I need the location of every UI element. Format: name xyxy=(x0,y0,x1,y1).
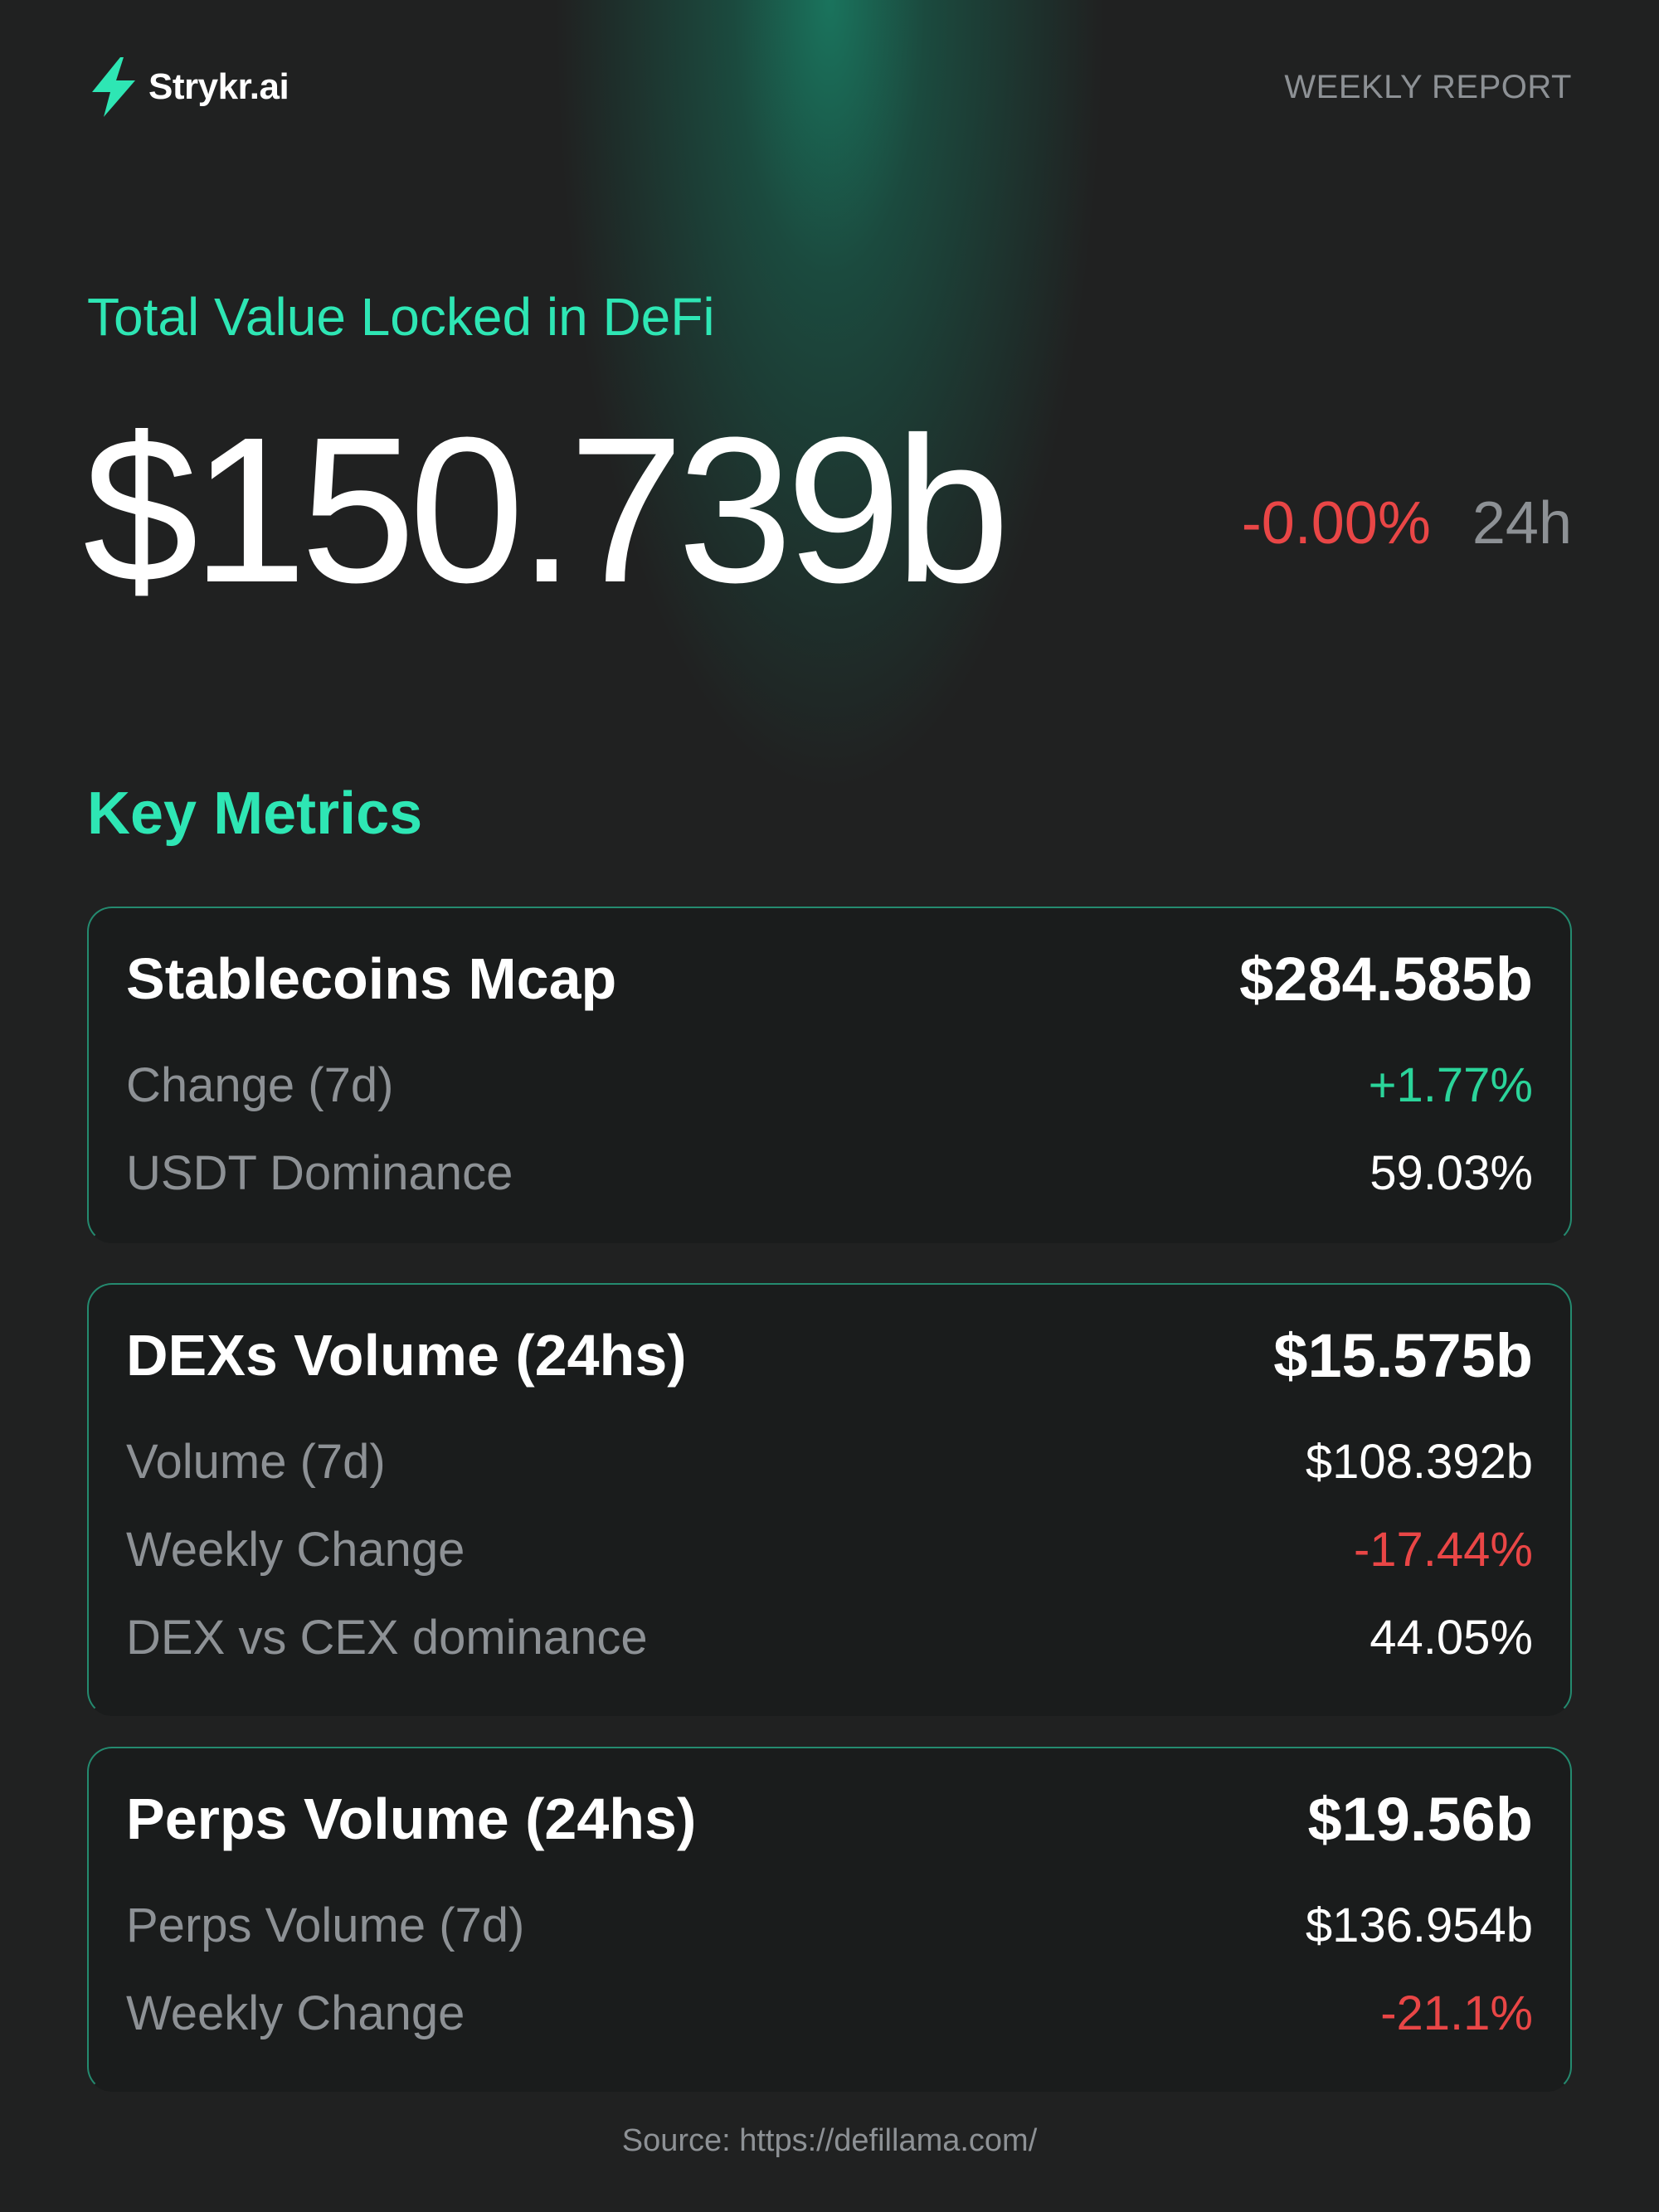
stablecoins-card: Stablecoins Mcap $284.585b Change (7d) +… xyxy=(87,907,1572,1243)
tvl-change: -0.00% 24h xyxy=(1242,489,1572,557)
metric-value: -21.1% xyxy=(1380,1986,1533,2040)
tvl-change-period: 24h xyxy=(1472,490,1572,557)
metric-value: $108.392b xyxy=(1305,1434,1533,1489)
tvl-value: $150.739b xyxy=(83,394,1010,625)
brand: Strykr.ai xyxy=(87,56,289,119)
metric-label: Volume (7d) xyxy=(126,1434,386,1489)
dex-volume-card: DEXs Volume (24hs) $15.575b Volume (7d) … xyxy=(87,1283,1572,1716)
metric-row: Weekly Change -21.1% xyxy=(126,1969,1533,2057)
tvl-change-percent: -0.00% xyxy=(1241,490,1431,557)
metric-label: Weekly Change xyxy=(126,1986,465,2040)
metric-label: Perps Volume (7d) xyxy=(126,1898,525,1952)
metric-value: +1.77% xyxy=(1368,1057,1533,1112)
metric-value: 44.05% xyxy=(1370,1610,1533,1665)
metric-label: USDT Dominance xyxy=(126,1145,513,1200)
report-label: WEEKLY REPORT xyxy=(1284,68,1572,105)
card-title: DEXs Volume (24hs) xyxy=(126,1323,687,1388)
lightning-bolt-icon xyxy=(92,57,135,117)
card-title: Stablecoins Mcap xyxy=(126,946,617,1011)
metric-row: Perps Volume (7d) $136.954b xyxy=(126,1881,1533,1969)
card-value: $284.585b xyxy=(1239,944,1533,1014)
metric-label: Weekly Change xyxy=(126,1522,465,1577)
metric-row: Weekly Change -17.44% xyxy=(126,1505,1533,1593)
tvl-title: Total Value Locked in DeFi xyxy=(87,287,715,347)
key-metrics-title: Key Metrics xyxy=(87,780,423,847)
metric-value: $136.954b xyxy=(1305,1898,1533,1952)
metric-value: 59.03% xyxy=(1370,1145,1533,1200)
metric-row: USDT Dominance 59.03% xyxy=(126,1129,1533,1217)
metric-row: Change (7d) +1.77% xyxy=(126,1041,1533,1129)
header: Strykr.ai WEEKLY REPORT xyxy=(87,50,1572,124)
metric-row: DEX vs CEX dominance 44.05% xyxy=(126,1593,1533,1681)
metric-row: Volume (7d) $108.392b xyxy=(126,1417,1533,1505)
card-title: Perps Volume (24hs) xyxy=(126,1787,697,1851)
metric-label: DEX vs CEX dominance xyxy=(126,1610,648,1665)
card-value: $15.575b xyxy=(1273,1320,1533,1390)
source-link[interactable]: Source: https://defillama.com/ xyxy=(621,2123,1038,2158)
card-value: $19.56b xyxy=(1307,1784,1533,1854)
metric-value: -17.44% xyxy=(1353,1522,1533,1577)
metric-label: Change (7d) xyxy=(126,1057,394,1112)
brand-name: Strykr.ai xyxy=(148,66,289,107)
perps-volume-card: Perps Volume (24hs) $19.56b Perps Volume… xyxy=(87,1747,1572,2092)
